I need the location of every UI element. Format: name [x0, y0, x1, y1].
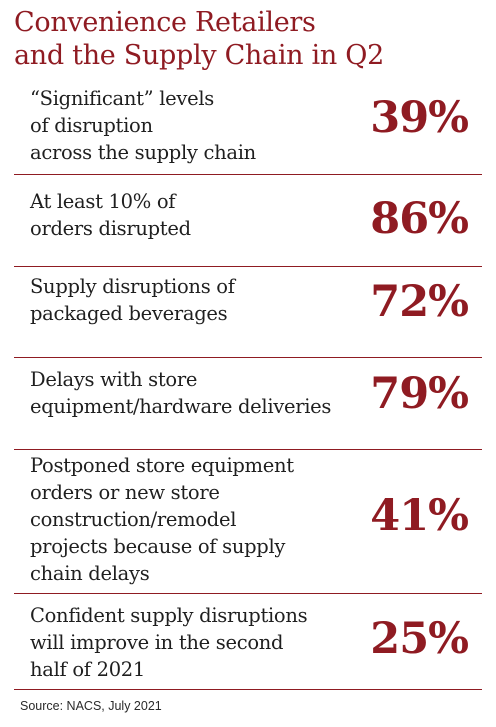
- stat-value: 72%: [370, 277, 469, 327]
- stat-value: 79%: [370, 369, 469, 419]
- stat-label-line: projects because of supply: [30, 535, 286, 558]
- stat-row: At least 10% of orders disrupted 86%: [14, 175, 482, 267]
- stat-row: Confident supply disruptions will improve…: [14, 594, 482, 690]
- stat-label: Confident supply disruptions will improve…: [30, 602, 350, 683]
- stat-label: Postponed store equipment orders or new s…: [30, 452, 350, 587]
- stat-value: 39%: [370, 93, 469, 143]
- stat-label-line: “Significant” levels: [30, 87, 214, 110]
- chart-title: Convenience Retailers and the Supply Cha…: [14, 6, 484, 72]
- stat-label-line: orders or new store: [30, 481, 220, 504]
- stat-label-line: Supply disruptions of: [30, 275, 235, 298]
- stat-label-line: orders disrupted: [30, 217, 191, 240]
- stat-value: 41%: [370, 491, 469, 541]
- chart-title-line-2: and the Supply Chain in Q2: [14, 40, 384, 71]
- stat-label-line: Postponed store equipment: [30, 454, 294, 477]
- stat-label: At least 10% of orders disrupted: [30, 188, 350, 242]
- stat-label-line: equipment/hardware deliveries: [30, 395, 332, 418]
- stat-label-line: of disruption: [30, 114, 153, 137]
- stat-label: “Significant” levels of disruption across …: [30, 85, 350, 166]
- stat-value: 25%: [370, 614, 469, 664]
- stat-label-line: Confident supply disruptions: [30, 604, 308, 627]
- stat-label-line: will improve in the second: [30, 631, 284, 654]
- stat-row: Delays with store equipment/hardware deli…: [14, 358, 482, 450]
- stat-row: Supply disruptions of packaged beverages 7…: [14, 267, 482, 358]
- stat-value: 86%: [370, 194, 469, 244]
- stat-label: Delays with store equipment/hardware deli…: [30, 366, 350, 420]
- stat-label-line: across the supply chain: [30, 141, 256, 164]
- stat-label: Supply disruptions of packaged beverages: [30, 273, 350, 327]
- stat-label-line: Delays with store: [30, 368, 198, 391]
- source-note: Source: NACS, July 2021: [20, 699, 162, 713]
- stat-label-line: chain delays: [30, 562, 150, 585]
- stat-label-line: half of 2021: [30, 658, 146, 681]
- stat-label-line: packaged beverages: [30, 302, 228, 325]
- chart-title-line-1: Convenience Retailers: [14, 7, 316, 38]
- stat-label-line: construction/remodel: [30, 508, 237, 531]
- stat-row: “Significant” levels of disruption across …: [14, 79, 482, 175]
- stat-row: Postponed store equipment orders or new s…: [14, 450, 482, 594]
- stats-table: “Significant” levels of disruption across …: [14, 79, 482, 690]
- stat-label-line: At least 10% of: [30, 190, 176, 213]
